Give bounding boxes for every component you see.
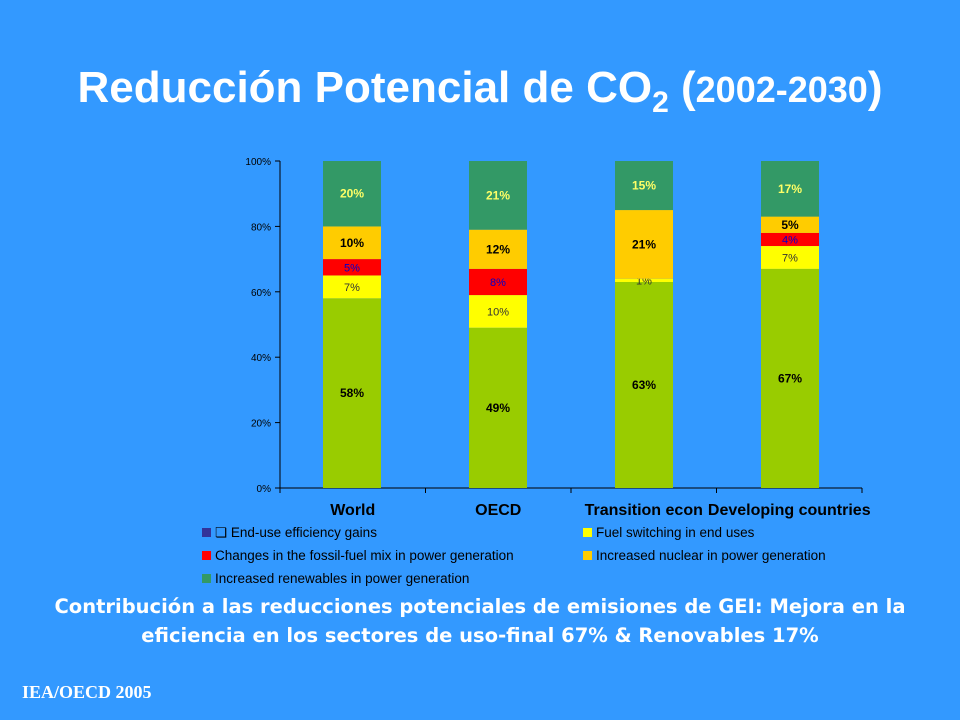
slide-title: Reducción Potencial de CO2 (2002-2030) xyxy=(0,58,960,133)
y-tick-label: 60% xyxy=(251,288,271,299)
data-label: 8% xyxy=(490,277,506,289)
caption-line-1: Contribución a las reducciones potencial… xyxy=(54,595,906,618)
data-label: 58% xyxy=(340,386,364,400)
bar-segment xyxy=(761,232,819,247)
bar-segment xyxy=(615,161,673,211)
y-tick-label: 100% xyxy=(245,157,271,168)
legend-label: Increased nuclear in power generation xyxy=(596,548,826,563)
y-tick-label: 20% xyxy=(251,419,271,430)
title-years: 2002-2030 xyxy=(695,69,868,110)
bar-segment xyxy=(469,229,527,269)
category-label: Developing countries xyxy=(708,502,871,519)
category-label: Transition econ xyxy=(585,502,703,519)
title-main: Reducción Potencial de CO xyxy=(77,63,653,112)
data-label: 7% xyxy=(782,252,798,264)
data-label: 12% xyxy=(486,242,510,256)
bar-segment xyxy=(615,210,673,279)
data-label: 67% xyxy=(778,371,802,385)
bar-segment xyxy=(615,281,673,488)
bar-segment xyxy=(323,298,381,488)
y-tick-label: 40% xyxy=(251,353,271,364)
category-label: OECD xyxy=(475,502,521,519)
bar-segment xyxy=(469,268,527,296)
data-label: 10% xyxy=(340,236,364,250)
bar-segment xyxy=(761,216,819,233)
data-label: 5% xyxy=(781,218,799,232)
legend-swatch xyxy=(583,551,592,560)
bar-segment xyxy=(323,226,381,260)
data-label: 20% xyxy=(340,187,364,201)
legend-swatch xyxy=(202,528,211,537)
data-label: 15% xyxy=(632,179,656,193)
data-label: 10% xyxy=(487,306,509,318)
data-label: 49% xyxy=(486,401,510,415)
legend-swatch xyxy=(583,528,592,537)
data-label: 17% xyxy=(778,182,802,196)
bar-segment xyxy=(323,161,381,227)
legend-swatch xyxy=(202,551,211,560)
bar-segment xyxy=(469,161,527,230)
legend-swatch xyxy=(202,574,211,583)
data-label: 21% xyxy=(632,237,656,251)
bar-segment xyxy=(761,268,819,488)
title-paren-close: ) xyxy=(867,63,883,112)
title-paren-open: ( xyxy=(668,63,696,112)
title-subscript: 2 xyxy=(652,86,669,119)
y-tick-label: 0% xyxy=(257,484,272,495)
y-tick-label: 80% xyxy=(251,222,271,233)
stacked-bar-chart: 0% 20% 40% 60% 80% 100% 58% 7% 5% 10% 20% 49% 10% 8% 1… xyxy=(202,157,871,586)
bar-segment xyxy=(761,161,819,217)
category-label: World xyxy=(330,502,375,519)
bar-segment xyxy=(761,246,819,269)
source-credit: IEA/OECD 2005 xyxy=(22,682,152,702)
bar-segment xyxy=(615,278,673,282)
data-label: 5% xyxy=(344,262,360,274)
data-label: 21% xyxy=(486,188,510,202)
legend-label: ❏ End-use efficiency gains xyxy=(215,525,377,540)
caption-line-2: eficiencia en los sectores de uso-final … xyxy=(141,624,819,647)
legend-label: Fuel switching in end uses xyxy=(596,525,755,540)
bar-segment xyxy=(323,259,381,276)
bar-segment xyxy=(469,295,527,328)
bar-segment xyxy=(323,275,381,299)
legend-label: Changes in the fossil-fuel mix in power … xyxy=(215,548,514,563)
data-label: 63% xyxy=(632,378,656,392)
caption: Contribución a las reducciones potencial… xyxy=(0,592,960,650)
data-label: 7% xyxy=(344,282,360,294)
data-label: 4% xyxy=(782,234,798,246)
legend-label: Increased renewables in power generation xyxy=(215,571,469,586)
bar-segment xyxy=(469,327,527,488)
